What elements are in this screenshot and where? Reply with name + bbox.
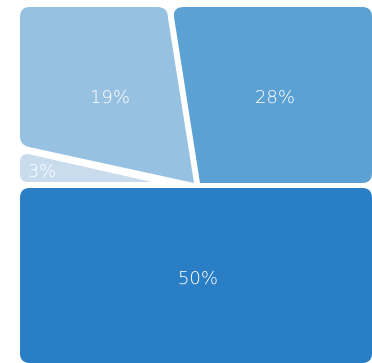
tile-shape	[173, 7, 372, 183]
tile-3: 19%	[20, 7, 194, 183]
tile-2: 28%	[173, 7, 372, 183]
tile-shape	[20, 7, 194, 183]
tile-label: 3%	[28, 161, 57, 182]
tile-4: 3%	[20, 154, 152, 182]
tile-1: 50%	[20, 188, 372, 363]
tile-shape	[20, 154, 152, 182]
tile-label: 19%	[90, 87, 130, 108]
tile-label: 50%	[178, 268, 218, 289]
tile-shape	[20, 188, 372, 363]
tile-label: 28%	[255, 87, 295, 108]
